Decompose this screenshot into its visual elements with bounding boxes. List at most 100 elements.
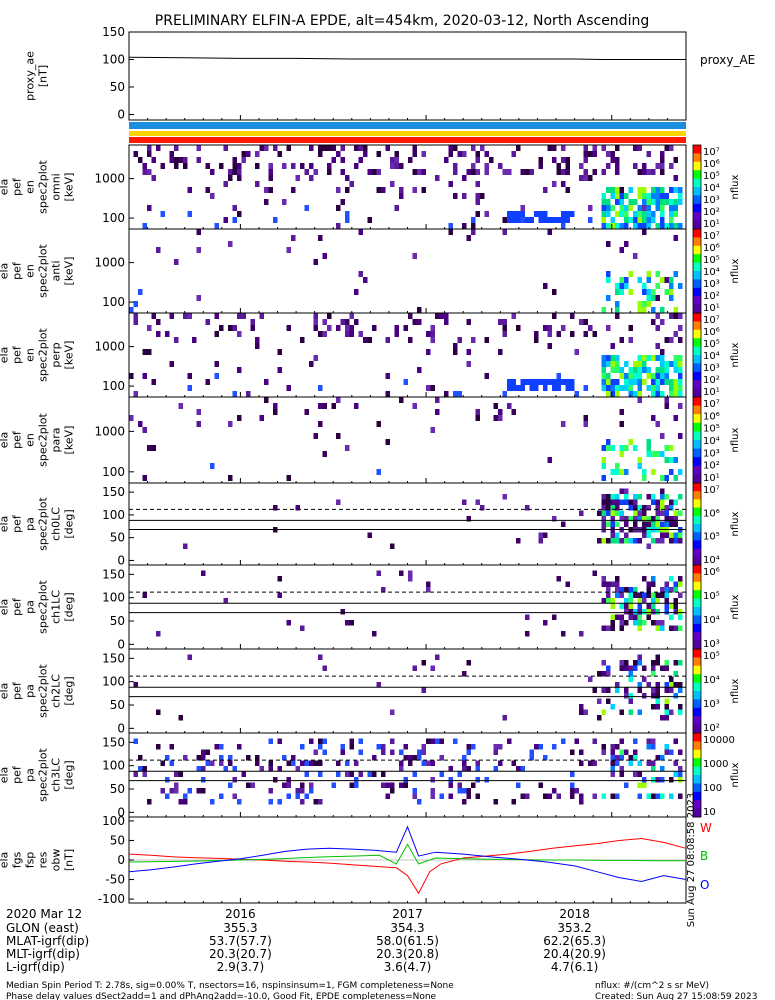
spec-para-colorbar-tick: 10⁴ <box>703 436 720 447</box>
spec-para-colorbar-step <box>693 401 701 404</box>
pa-ch2-cell <box>637 687 642 693</box>
pa-ch2-colorbar-step <box>693 676 701 679</box>
pa-ch0-colorbar-step <box>693 515 701 519</box>
pa-ch0-cell <box>642 516 647 522</box>
spec-para-cell <box>142 427 147 433</box>
pa-ch3-cell <box>309 738 314 744</box>
pa-ch0-cell <box>673 532 678 538</box>
pa-ch1-cell <box>637 592 642 598</box>
pa-ch2-colorbar-step <box>693 701 701 705</box>
pa-ch2-cell <box>642 676 647 682</box>
spec-anti-frame <box>128 228 687 314</box>
pa-ch0-cell <box>502 494 507 500</box>
spec-omni-cell <box>264 187 269 193</box>
pa-ch0-cell <box>637 516 642 522</box>
spec-omni-cell <box>138 157 143 163</box>
pa-ch2-colorbar-step <box>693 699 701 702</box>
pa-ch3-colorbar-step <box>693 756 701 759</box>
pa-ch3-cell <box>619 749 624 755</box>
spec-perp-cell <box>655 373 660 379</box>
pa-ch1-cell <box>372 631 377 637</box>
fgm-ytick-label: 100 <box>102 814 125 828</box>
pa-ch3-cell <box>475 766 480 772</box>
spec-omni-cell <box>615 163 620 169</box>
pa-ch1-cell <box>664 598 669 604</box>
pa-ch0-colorbar-step <box>693 528 701 531</box>
pa-ch1-ylabel-line: [deg] <box>63 592 76 621</box>
pa-ch1-cell <box>606 581 611 587</box>
spec-perp-colorbar-step <box>693 361 701 364</box>
pa-ch1-cell <box>669 614 674 620</box>
spec-para-cell <box>147 445 152 451</box>
proxy-ae-ytick-label: 0 <box>117 108 125 122</box>
pa-ch3-cell <box>637 782 642 788</box>
pa-ch3-ytick-label: 150 <box>102 735 125 749</box>
pa-ch0-cell <box>669 516 674 522</box>
spec-omni-cell <box>475 157 480 163</box>
pa-ch3-cell <box>205 760 210 766</box>
pa-ch1-cell <box>673 587 678 593</box>
spec-omni-cell <box>345 187 350 193</box>
pa-ch3-colorbar-step <box>693 762 701 765</box>
spec-omni-cell <box>237 169 242 175</box>
pa-ch0-cell <box>606 521 611 527</box>
spec-anti-cell <box>642 289 647 295</box>
spec-perp-cell <box>655 325 660 331</box>
eph-value: 4.7(6.1) <box>551 960 599 974</box>
pa-ch0-cell <box>673 499 678 505</box>
pa-ch3-cell <box>615 744 620 750</box>
spec-omni-cell <box>646 205 651 211</box>
pa-ch1-cell <box>655 609 660 615</box>
spec-perp-cell <box>385 337 390 343</box>
pa-ch3-cell <box>291 760 296 766</box>
footer-left-1: Median Spin Period T: 2.78s, sig=0.00% T… <box>6 981 454 991</box>
spec-omni-cell <box>673 211 678 217</box>
spec-anti-ylabel-line: anti <box>50 260 63 281</box>
pa-ch3-cell <box>354 777 359 783</box>
pa-ch0-cell <box>615 505 620 511</box>
spec-anti-colorbar-step <box>693 235 701 238</box>
pa-ch2-colorbar-tick: 10⁵ <box>703 651 720 662</box>
pa-ch1-colorbar-step <box>693 609 701 612</box>
pa-ch0-cell <box>664 510 669 516</box>
spec-perp-cell <box>502 325 507 331</box>
pa-ch2-cell <box>655 693 660 699</box>
spec-perp-cell <box>669 391 674 397</box>
fgm-ytick-label: -100 <box>98 892 125 906</box>
spec-omni-cell <box>516 211 521 217</box>
pa-ch0-cell <box>610 521 615 527</box>
pa-ch3-cell <box>516 766 521 772</box>
spec-perp-ylabel-line: [keV] <box>63 341 76 370</box>
pa-ch3-cell <box>201 766 206 772</box>
fgm-legend-O: O <box>700 878 709 892</box>
spec-perp-cell <box>660 361 665 367</box>
spec-para-ylabel-line: ela <box>0 432 11 449</box>
spec-omni-colorbar-tick: 10⁵ <box>703 171 720 182</box>
pa-ch0-ylabel-line: ela <box>0 516 11 533</box>
spec-anti-ytick-label: 1000 <box>94 256 125 270</box>
pa-ch0-colorbar-step <box>693 503 701 507</box>
pa-ch3-cell <box>561 738 566 744</box>
spec-omni-cell <box>507 217 512 223</box>
spec-para-colorbar-tick: 10² <box>703 461 720 472</box>
pa-ch3-colorbar-step <box>693 735 701 738</box>
spec-perp-colorbar-step <box>693 338 701 341</box>
pa-ch3-ylabel-line: pef <box>11 765 24 784</box>
spec-omni-colorbar-step <box>693 168 701 171</box>
spec-omni-cell <box>394 151 399 157</box>
spec-omni-cell <box>669 163 674 169</box>
pa-ch0-colorbar-step <box>693 483 701 486</box>
pa-ch0-cell <box>646 543 651 549</box>
pa-ch3-cell <box>147 799 152 805</box>
pa-ch3-cell <box>439 755 444 761</box>
pa-ch3-cell <box>300 799 305 805</box>
spec-omni-cell <box>160 163 165 169</box>
pa-ch3-cell <box>237 799 242 805</box>
spec-para-cell <box>385 439 390 445</box>
spec-perp-cell <box>277 367 282 373</box>
pa-ch0-cell <box>538 538 543 544</box>
pa-ch2-cell <box>606 671 611 677</box>
